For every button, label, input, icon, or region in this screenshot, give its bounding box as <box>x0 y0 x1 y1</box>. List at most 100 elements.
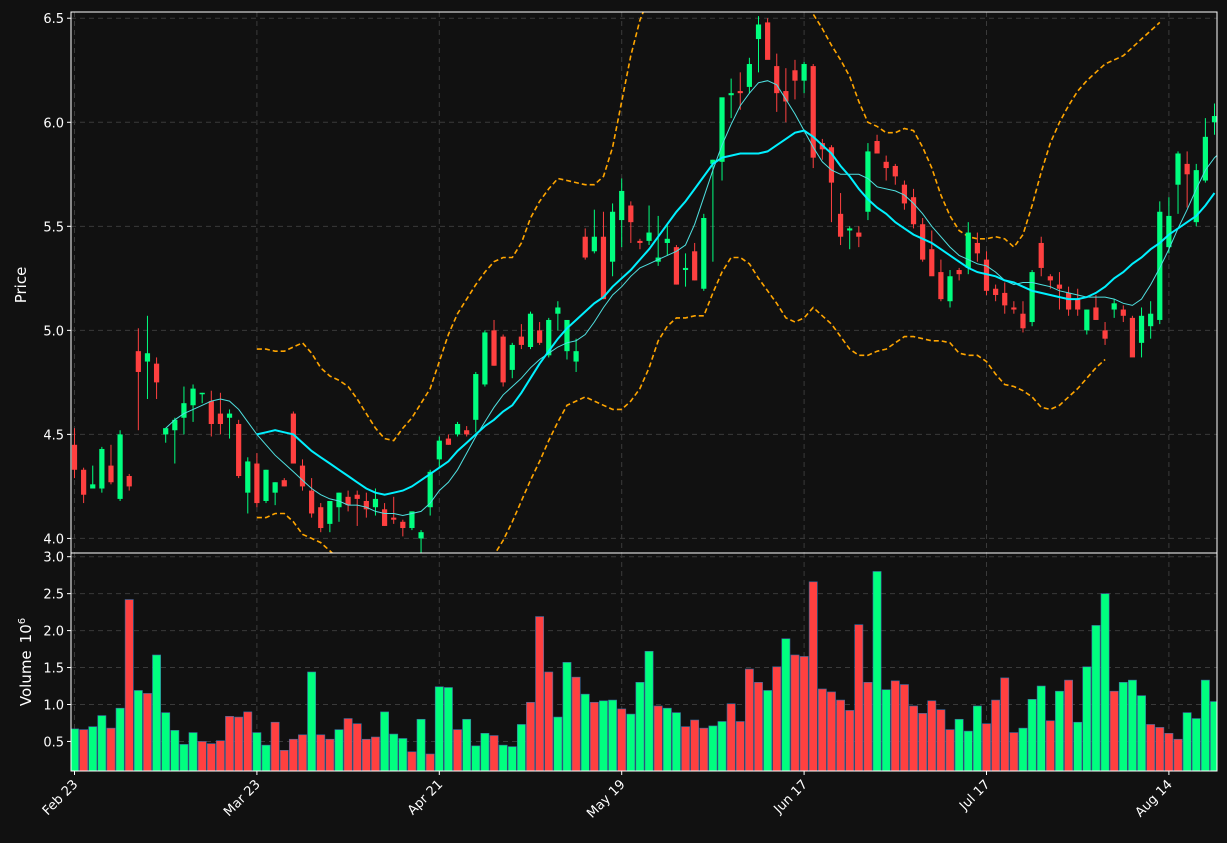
volume-bar <box>516 724 526 771</box>
candle <box>628 201 634 243</box>
candle <box>874 134 880 154</box>
volume-bar <box>799 656 809 771</box>
volume-bar <box>361 738 371 771</box>
volume-bar <box>781 638 791 771</box>
candle-body <box>965 232 971 268</box>
volume-bar <box>963 730 973 771</box>
volume-bar <box>225 716 234 771</box>
candle <box>801 61 807 94</box>
candle-body <box>381 509 388 526</box>
candle <box>619 178 625 248</box>
candle <box>491 319 497 366</box>
volume-bar <box>544 671 554 771</box>
volume-bar <box>498 744 508 771</box>
volume-bar <box>179 744 189 771</box>
candle <box>454 421 461 437</box>
candle-body <box>482 332 488 385</box>
volume-bar <box>854 624 864 771</box>
candle-body <box>783 91 789 102</box>
candle-body <box>491 330 497 366</box>
candle-body <box>418 532 424 539</box>
volume-bar <box>288 738 298 771</box>
volume-bar <box>754 682 763 771</box>
volume-bar <box>599 700 608 771</box>
candle <box>272 482 278 506</box>
volume-bar <box>1027 699 1037 771</box>
volume-bar <box>535 616 545 771</box>
volume-bar <box>1109 690 1119 771</box>
candle-body <box>1038 242 1044 268</box>
candle <box>646 205 652 246</box>
volume-bar <box>717 721 727 771</box>
candle-body <box>327 500 333 524</box>
volume-bar <box>279 750 289 771</box>
volume-bar <box>808 581 818 771</box>
volume-bar <box>1082 666 1092 771</box>
candle-body <box>564 319 570 352</box>
volume-bar <box>444 687 453 771</box>
candle-body <box>354 494 360 499</box>
candle-body <box>1020 313 1026 329</box>
candle-body <box>1011 307 1017 310</box>
volume-axis-label-exponent-power: 6 <box>17 618 28 624</box>
candle <box>591 209 597 254</box>
candle-body <box>181 403 187 418</box>
candle <box>993 284 999 302</box>
candle <box>783 68 789 123</box>
volume-bar <box>71 728 79 771</box>
candle-body <box>391 517 397 520</box>
candle-body <box>609 211 616 262</box>
candle-body <box>527 313 534 348</box>
candle-body <box>1184 163 1190 175</box>
candle-body <box>582 236 588 258</box>
candle-body <box>81 469 87 495</box>
candle <box>1202 118 1208 183</box>
candle-body <box>637 240 643 243</box>
candle <box>1211 103 1217 135</box>
volume-bar <box>690 719 700 771</box>
candle-body <box>1166 215 1172 248</box>
volume-bar <box>1100 593 1110 771</box>
candle <box>701 213 707 291</box>
candle <box>126 473 132 491</box>
candle-body <box>573 351 579 362</box>
candle-body <box>837 213 844 237</box>
candle <box>1129 315 1136 358</box>
candle-body <box>874 141 880 154</box>
candle <box>1111 299 1117 318</box>
candle <box>336 492 342 522</box>
volume-bar <box>389 733 399 771</box>
candle <box>318 503 324 533</box>
candle <box>436 436 442 468</box>
candle <box>1075 288 1081 316</box>
volume-bar <box>735 721 745 771</box>
candle-body <box>217 413 224 424</box>
volume-bar <box>872 571 882 771</box>
price-tick-label: 6.0 <box>43 116 64 131</box>
volume-bar <box>672 712 681 771</box>
price-tick-label: 4.0 <box>43 532 64 547</box>
volume-bar <box>161 712 171 771</box>
candle-body <box>682 267 689 271</box>
volume-bar <box>653 705 663 771</box>
candle <box>108 444 114 485</box>
volume-bar <box>325 738 335 771</box>
volume-bar <box>890 680 900 771</box>
volume-bar <box>681 726 690 771</box>
volume-tick-label: 0.5 <box>43 735 64 750</box>
candle <box>99 446 105 493</box>
candle-body <box>701 217 707 289</box>
candle-body <box>309 490 315 514</box>
volume-bar <box>744 668 754 771</box>
volume-bar <box>909 705 918 771</box>
candle-body <box>299 465 306 487</box>
candle-body <box>1047 276 1053 281</box>
volume-bar <box>434 686 444 771</box>
candle-body <box>1120 309 1126 316</box>
volume-bar <box>170 730 180 771</box>
volume-bar <box>507 746 517 771</box>
candle <box>856 226 862 248</box>
volume-bar <box>1200 679 1210 771</box>
candle-body <box>263 469 269 501</box>
volume-bar <box>197 741 207 771</box>
